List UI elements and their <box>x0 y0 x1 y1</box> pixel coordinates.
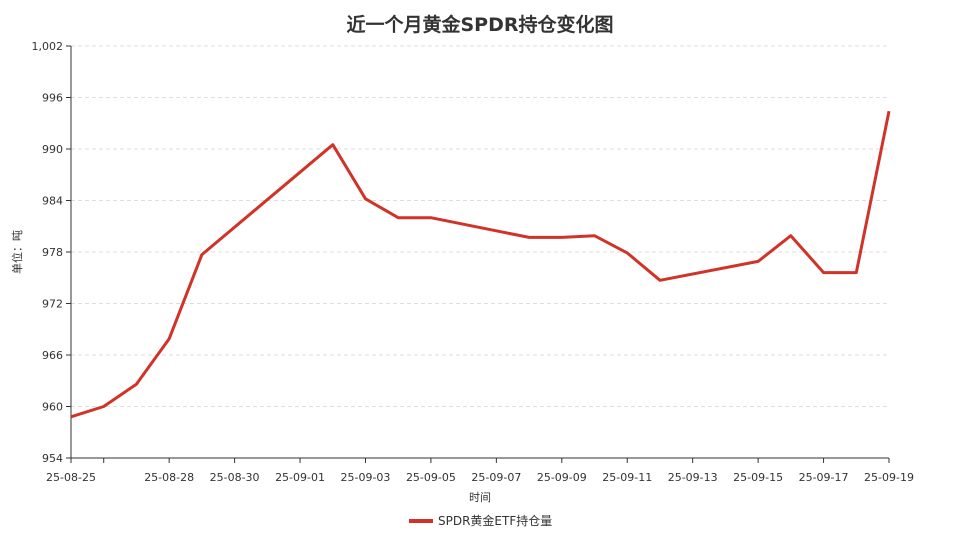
x-tick-label: 25-09-17 <box>799 471 849 484</box>
x-tick-label: 25-08-25 <box>46 471 96 484</box>
y-tick-label: 996 <box>42 92 63 105</box>
series-line-0[interactable] <box>70 110 891 419</box>
y-tick-label: 960 <box>42 401 63 414</box>
legend-label: SPDR黄金ETF持仓量 <box>438 513 552 528</box>
x-axis: 25-08-25 25-08-28 25-08-30 25-09-01 25-09-03… <box>46 457 914 484</box>
y-axis-label: 单位：吨 <box>10 230 24 274</box>
y-tick-label: 978 <box>42 246 63 259</box>
y-tick-label: 972 <box>42 298 63 311</box>
series-group <box>70 110 891 419</box>
x-tick-label: 25-08-28 <box>144 471 194 484</box>
x-tick-label: 25-09-13 <box>668 471 718 484</box>
grid <box>71 45 889 407</box>
y-tick-label: 966 <box>42 349 63 362</box>
x-tick-label: 25-09-01 <box>275 471 325 484</box>
y-tick-label: 1,002 <box>32 40 64 53</box>
x-tick-label: 25-09-09 <box>537 471 587 484</box>
x-axis-label: 时间 <box>469 491 491 504</box>
chart-title: 近一个月黄金SPDR持仓变化图 <box>346 13 613 36</box>
y-tick-label: 990 <box>42 143 63 156</box>
y-tick-label: 954 <box>42 452 63 465</box>
y-tick-label: 984 <box>42 195 63 208</box>
x-tick-label: 25-09-05 <box>406 471 456 484</box>
x-tick-label: 25-09-03 <box>341 471 391 484</box>
legend[interactable]: SPDR黄金ETF持仓量 <box>409 513 552 528</box>
x-tick-label: 25-09-15 <box>733 471 783 484</box>
x-tick-label: 25-09-11 <box>602 471 652 484</box>
y-axis: 954 960 966 972 978 984 990 996 1,002 <box>32 40 72 465</box>
x-tick-label: 25-09-19 <box>864 471 914 484</box>
x-tick-label: 25-08-30 <box>210 471 260 484</box>
x-tick-label: 25-09-07 <box>471 471 521 484</box>
